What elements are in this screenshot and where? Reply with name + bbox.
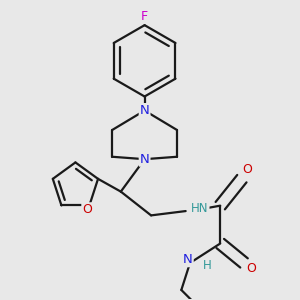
Text: N: N	[140, 104, 149, 117]
Text: O: O	[82, 203, 92, 216]
Text: F: F	[141, 10, 148, 23]
Text: H: H	[203, 259, 212, 272]
Text: O: O	[247, 262, 256, 275]
Text: N: N	[183, 253, 193, 266]
Text: HN: HN	[191, 202, 208, 215]
Text: O: O	[242, 164, 252, 176]
Text: N: N	[140, 153, 149, 166]
